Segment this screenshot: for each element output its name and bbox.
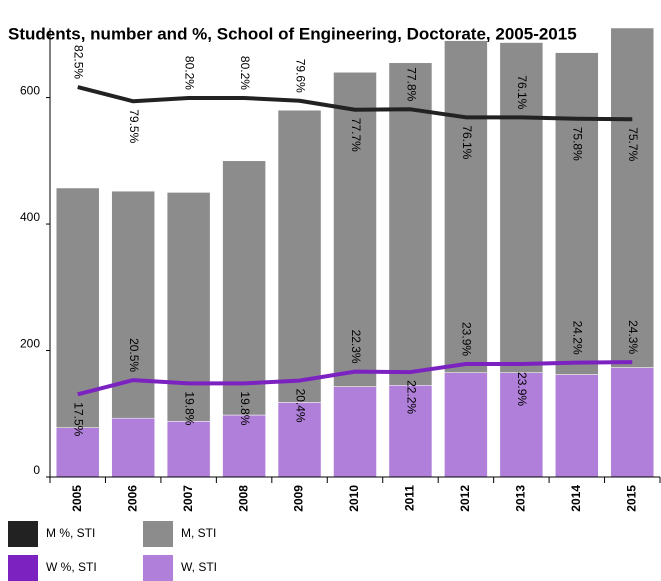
data-label: 20.5%	[127, 338, 141, 372]
bar	[610, 367, 655, 478]
data-label: 75.7%	[626, 127, 640, 161]
bar	[444, 372, 488, 478]
bar	[610, 27, 655, 368]
bar	[277, 109, 322, 403]
bar	[499, 42, 544, 373]
data-label: 19.8%	[238, 391, 252, 425]
bar	[166, 421, 211, 478]
legend-label: M %, STI	[46, 526, 95, 540]
y-tick-label: 600	[20, 84, 40, 98]
x-tick-label: 2014	[569, 485, 583, 512]
legend-swatch	[143, 521, 173, 547]
bar	[444, 40, 488, 373]
y-tick-label: 0	[33, 463, 40, 477]
bar	[333, 72, 377, 387]
data-label: 80.2%	[182, 56, 196, 90]
data-label: 82.5%	[72, 45, 86, 79]
bar	[499, 372, 544, 478]
data-label: 22.3%	[349, 330, 363, 364]
x-tick-label: 2013	[514, 485, 528, 512]
x-tick-label: 2011	[403, 485, 417, 511]
legend-label: W %, STI	[46, 560, 97, 574]
data-label: 24.3%	[626, 320, 640, 354]
plot-area: 0 200 400 600 2005 2006 2007 2008 2009 2010 2011 20…	[20, 27, 661, 512]
x-tick-label: 2012	[458, 485, 472, 512]
data-label: 23.9%	[515, 372, 529, 406]
bar	[388, 385, 433, 478]
bar	[555, 374, 599, 478]
chart-title: Students, number and %, School of Engine…	[8, 24, 577, 43]
data-label: 24.2%	[571, 321, 585, 355]
x-tick-label: 2015	[624, 485, 638, 512]
data-label: 76.1%	[515, 75, 529, 109]
legend-swatch	[143, 555, 173, 581]
x-tick-label: 2010	[347, 485, 361, 512]
data-label: 77.7%	[349, 118, 363, 152]
y-tick-label: 400	[20, 210, 40, 224]
bar	[222, 414, 266, 478]
x-tick-label: 2007	[181, 485, 195, 512]
data-label: 20.4%	[293, 389, 307, 423]
data-label: 75.8%	[571, 127, 585, 161]
bar	[111, 417, 155, 478]
x-tick-label: 2008	[236, 485, 250, 512]
bar	[222, 160, 266, 416]
data-label: 76.1%	[460, 125, 474, 159]
legend-label: W, STI	[181, 560, 217, 574]
legend-swatch	[8, 521, 38, 547]
data-label: 79.5%	[127, 109, 141, 143]
y-tick-label: 200	[20, 337, 40, 351]
line	[77, 360, 633, 397]
x-tick-label: 2006	[125, 485, 139, 512]
line	[77, 85, 633, 122]
legend-swatch	[8, 555, 38, 581]
data-label: 77.8%	[404, 67, 418, 101]
bar	[55, 427, 100, 478]
bar	[555, 52, 599, 375]
data-label: 19.8%	[182, 391, 196, 425]
data-label: 80.2%	[238, 56, 252, 90]
data-label: 22.2%	[404, 380, 418, 414]
data-label: 23.9%	[460, 322, 474, 356]
bar	[166, 192, 211, 422]
bar	[333, 386, 377, 478]
legend-label: M, STI	[181, 526, 216, 540]
bar	[55, 187, 100, 428]
x-tick-label: 2005	[70, 485, 84, 512]
data-label: 17.5%	[72, 402, 86, 436]
data-label: 79.6%	[293, 59, 307, 93]
x-tick-label: 2009	[292, 485, 306, 512]
bar	[388, 62, 433, 386]
